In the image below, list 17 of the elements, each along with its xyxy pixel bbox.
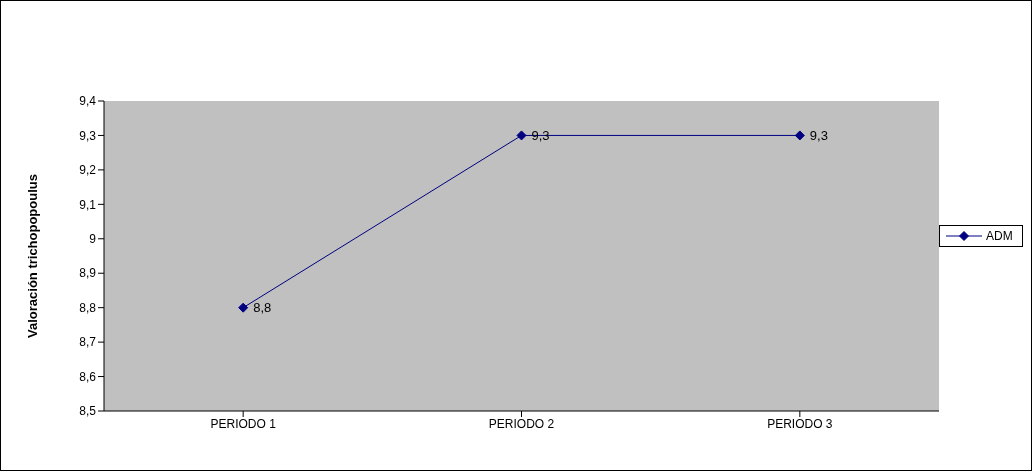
y-axis-title: Valoración trichopopoulus	[24, 174, 40, 338]
y-tick-label: 8,8	[79, 300, 97, 315]
x-tick-label: PERIODO 1	[210, 416, 277, 431]
y-tick-label: 8,9	[79, 266, 97, 281]
data-label: 8,8	[253, 300, 272, 316]
x-tick-label: PERIODO 3	[767, 416, 833, 431]
y-tick-label: 8,7	[79, 335, 97, 350]
y-tick-label: 8,5	[79, 404, 97, 419]
y-tick-label: 8,6	[79, 369, 97, 384]
data-label: 9,3	[809, 128, 828, 144]
y-tick-label: 9,1	[79, 197, 97, 212]
legend-label: ADM	[986, 228, 1013, 243]
y-tick-label: 9,2	[79, 163, 97, 178]
y-tick-label: 9,4	[79, 94, 97, 109]
y-tick-label: 9	[89, 232, 97, 247]
x-tick-label: PERIODO 2	[488, 416, 555, 431]
y-tick-label: 9,3	[79, 128, 97, 143]
